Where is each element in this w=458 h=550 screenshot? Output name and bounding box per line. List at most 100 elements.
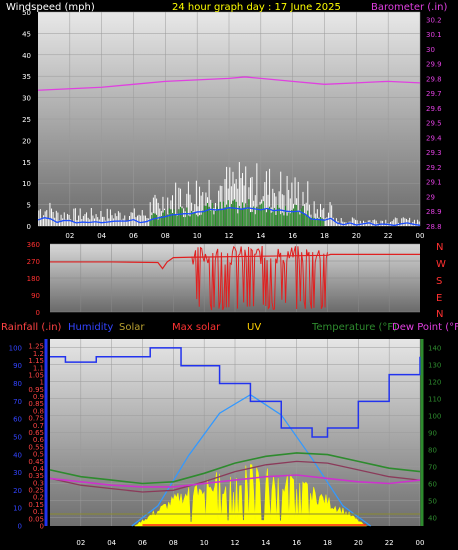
temperature-tick-label: 110 — [428, 396, 441, 404]
temperature-tick-label: 130 — [428, 362, 441, 370]
wind-tick-label: 15 — [22, 159, 31, 167]
barometer-tick-label: 29.4 — [426, 134, 442, 142]
rainfall-label: Rainfall (.in) — [1, 322, 62, 333]
wind-x-tick-label: 14 — [256, 232, 265, 240]
barometer-tick-label: 29.1 — [426, 179, 442, 187]
rainfall-tick-label: 0.15 — [28, 501, 44, 509]
humidity-tick-label: 90 — [13, 362, 22, 370]
maxsolar-label: Max solar — [172, 322, 221, 333]
temperature-label: Temperature (°F) — [311, 322, 397, 333]
humidity-tick-label: 100 — [9, 344, 22, 352]
compass-w: W — [436, 259, 446, 270]
humidity-tick-label: 60 — [13, 416, 22, 424]
temperature-tick-label: 60 — [428, 481, 437, 489]
wind-tick-label: 0 — [27, 223, 31, 231]
wind-direction-line — [50, 253, 420, 270]
temperature-x-tick-label: 10 — [200, 539, 209, 547]
wind-x-tick-label: 20 — [352, 232, 361, 240]
wind-tick-label: 5 — [27, 202, 31, 210]
humidity-tick-label: 50 — [13, 433, 22, 441]
humidity-tick-label: 20 — [13, 487, 22, 495]
temperature-x-tick-label: 04 — [107, 539, 116, 547]
temperature-x-tick-label: 18 — [323, 539, 332, 547]
compass-e: E — [436, 293, 442, 304]
temperature-x-tick-label: 16 — [292, 539, 301, 547]
humidity-tick-label: 30 — [13, 469, 22, 477]
wind-x-tick-label: 02 — [65, 232, 74, 240]
direction-tick-label: 360 — [27, 241, 40, 249]
compass-s: S — [436, 276, 442, 287]
compass-n-bottom: N — [436, 309, 443, 320]
rainfall-tick-label: 0.95 — [28, 386, 44, 394]
rainfall-tick-label: 0.65 — [28, 429, 44, 437]
rainfall-tick-label: 0.9 — [33, 393, 44, 401]
rainfall-tick-label: 0.6 — [33, 436, 45, 444]
barometer-line — [37, 76, 421, 91]
wind-x-tick-label: 22 — [384, 232, 393, 240]
rainfall-tick-label: 0.45 — [28, 458, 44, 466]
dew-point-line — [49, 474, 421, 488]
humidity-tick-label: 10 — [13, 505, 22, 513]
wind-tick-label: 20 — [22, 137, 31, 145]
rainfall-tick-label: 1.25 — [28, 343, 44, 351]
barometer-tick-label: 30.2 — [426, 16, 442, 24]
rainfall-tick-label: 0.2 — [33, 494, 44, 502]
wind-direction-variable-line — [191, 245, 328, 311]
wind-tick-label: 50 — [22, 9, 31, 17]
temperature-x-tick-label: 08 — [169, 539, 178, 547]
barometer-tick-label: 29.6 — [426, 105, 442, 113]
barometer-tick-label: 29.7 — [426, 90, 442, 98]
wind-speed-line — [37, 207, 421, 227]
chart-title: 24 hour graph day : 17 June 2025 — [172, 2, 341, 13]
wind-tick-label: 25 — [22, 116, 31, 124]
wind-tick-label: 40 — [22, 52, 31, 60]
rainfall-tick-label: 0.55 — [28, 443, 44, 451]
wind-x-tick-label: 10 — [193, 232, 202, 240]
wind-axis-label: Windspeed (mph) — [6, 2, 95, 13]
wind-bars — [38, 162, 420, 226]
direction-tick-label: 0 — [36, 309, 40, 317]
temperature-tick-label: 120 — [428, 379, 441, 387]
temperature-tick-label: 90 — [428, 430, 437, 438]
direction-tick-label: 270 — [27, 258, 40, 266]
temperature-x-tick-label: 14 — [261, 539, 270, 547]
wind-tick-label: 45 — [22, 30, 31, 38]
barometer-tick-label: 28.8 — [426, 223, 442, 231]
humidity-line — [50, 347, 421, 438]
rainfall-tick-label: 0.3 — [33, 479, 44, 487]
humidity-tick-label: 80 — [13, 380, 22, 388]
temperature-tick-label: 80 — [428, 447, 437, 455]
barometer-tick-label: 29.3 — [426, 149, 442, 157]
solar-radiation-area — [134, 464, 367, 527]
rainfall-tick-label: 1 — [40, 379, 44, 387]
temperature-tick-label: 50 — [428, 498, 437, 506]
wind-x-tick-label: 12 — [225, 232, 234, 240]
barometer-tick-label: 29.5 — [426, 120, 442, 128]
direction-tick-label: 90 — [31, 292, 40, 300]
rainfall-tick-label: 1.1 — [33, 364, 44, 372]
rainfall-tick-label: 0.05 — [28, 515, 44, 523]
feels-like-line — [49, 460, 421, 493]
wind-tick-label: 30 — [22, 95, 31, 103]
temperature-tick-label: 40 — [428, 515, 437, 523]
wind-x-tick-label: 06 — [129, 232, 138, 240]
humidity-tick-label: 40 — [13, 451, 22, 459]
rainfall-tick-label: 0.5 — [33, 451, 44, 459]
wind-tick-label: 10 — [22, 180, 31, 188]
temperature-line — [49, 452, 421, 485]
rainfall-tick-label: 1.2 — [33, 350, 44, 358]
rainfall-tick-label: 0.85 — [28, 400, 44, 408]
barometer-tick-label: 29.9 — [426, 61, 442, 69]
rainfall-tick-label: 1.15 — [28, 357, 44, 365]
compass-n-top: N — [436, 242, 443, 253]
temperature-x-tick-label: 20 — [354, 539, 363, 547]
temperature-x-tick-label: 02 — [76, 539, 85, 547]
wind-x-tick-label: 08 — [161, 232, 170, 240]
barometer-axis-label: Barometer (.in) — [371, 2, 447, 13]
rainfall-tick-label: 0.35 — [28, 472, 44, 480]
uv-label: UV — [247, 322, 261, 333]
wind-x-tick-label: 00 — [416, 232, 425, 240]
temperature-tick-label: 100 — [428, 413, 441, 421]
wind-x-tick-label: 04 — [97, 232, 106, 240]
